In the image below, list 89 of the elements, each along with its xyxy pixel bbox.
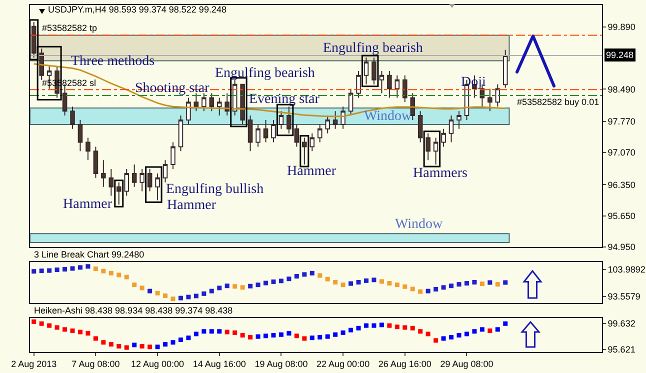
y-tick-label: 96.350 <box>608 180 636 190</box>
ref-line-label: #53582582 buy 0.01 <box>517 97 600 107</box>
candlestick <box>178 115 184 152</box>
candlestick <box>286 106 292 134</box>
y-tick-label: 99.890 <box>608 22 636 32</box>
annotation: Evening star <box>249 92 320 107</box>
candlestick <box>448 115 454 143</box>
candlestick <box>194 92 199 112</box>
chart-title: Heiken-Ashi 98.438 98.934 98.438 99.374 98.438 <box>34 305 233 316</box>
chart-title: 3 Line Break Chart 99.2480 <box>34 249 144 260</box>
candlestick <box>394 74 400 98</box>
band-label: Window <box>364 109 413 124</box>
candlestick <box>93 146 98 178</box>
candlestick <box>495 84 500 108</box>
candlestick <box>101 160 106 188</box>
candlestick <box>502 49 508 88</box>
candlestick <box>356 70 361 98</box>
ref-line-label: #53582582 tp <box>42 23 98 33</box>
candlestick <box>402 74 408 103</box>
candlestick <box>302 137 307 166</box>
candlestick <box>155 172 160 201</box>
candlestick <box>70 106 75 130</box>
y-tick-label: 95.650 <box>608 210 636 221</box>
x-tick-label: 2 Aug 2013 <box>11 358 57 369</box>
candlestick <box>379 70 384 94</box>
candlestick <box>418 110 423 143</box>
candlestick <box>39 48 44 80</box>
candlestick <box>332 110 338 130</box>
candlestick <box>271 119 276 143</box>
candlestick <box>202 92 206 112</box>
annotation: Hammer <box>63 197 112 212</box>
candlestick <box>78 119 83 152</box>
candlestick <box>140 168 144 192</box>
ref-line-label: 99.248 <box>606 50 634 60</box>
y-tick-label: 97.070 <box>608 148 636 158</box>
candlestick <box>278 110 284 130</box>
annotation: Engulfing bearish <box>323 41 423 56</box>
candlestick <box>86 137 90 161</box>
annotation: Hammers <box>413 166 468 181</box>
y-tick-label: 98.490 <box>608 84 636 94</box>
candlestick <box>263 119 268 143</box>
candlestick <box>310 132 315 152</box>
candlestick <box>256 124 260 148</box>
x-tick-label: 22 Aug 00:00 <box>316 358 370 369</box>
annotation: Hammer <box>287 164 336 179</box>
candlestick <box>441 128 446 148</box>
x-tick-label: 7 Aug 08:00 <box>72 358 120 369</box>
candlestick <box>433 137 438 166</box>
candlestick <box>186 97 191 125</box>
y-tick-label: 103.9892 <box>608 264 646 274</box>
candlestick <box>426 132 430 161</box>
y-tick-label: 94.950 <box>608 242 636 252</box>
x-tick-label: 14 Aug 16:00 <box>192 358 246 369</box>
annotation: Hammer <box>167 198 216 213</box>
candlestick <box>410 92 416 120</box>
y-tick-label: 99.632 <box>608 318 636 329</box>
candlestick <box>162 160 168 183</box>
candlestick <box>116 182 122 206</box>
candlestick <box>216 97 222 116</box>
candlestick <box>317 124 322 143</box>
x-tick-label: 19 Aug 08:00 <box>254 358 308 369</box>
candlestick <box>248 115 253 152</box>
x-tick-label: 12 Aug 00:00 <box>131 358 184 369</box>
candlestick <box>372 57 376 85</box>
candlestick <box>209 92 214 112</box>
x-tick-label: 29 Aug 08:00 <box>440 358 494 369</box>
candlestick <box>387 70 392 98</box>
candlestick <box>170 142 176 170</box>
candlestick <box>240 84 245 125</box>
candlestick <box>132 164 137 188</box>
candlestick <box>340 106 346 130</box>
x-tick-label: 26 Aug 16:00 <box>378 358 432 369</box>
annotation: Engulfing bullish <box>166 182 264 197</box>
candlestick <box>364 57 369 85</box>
candlestick <box>108 168 114 196</box>
candlestick <box>147 168 152 192</box>
chart-title: USDJPY.m,H4 98.593 99.374 98.522 99.248 <box>48 4 226 14</box>
candlestick <box>294 124 300 148</box>
candlestick <box>31 21 36 58</box>
candlestick <box>325 115 330 134</box>
y-tick-label: 93.5579 <box>608 292 640 302</box>
band-label: Window <box>395 217 444 232</box>
y-tick-label: 95.621 <box>608 344 636 354</box>
candlestick <box>456 110 462 130</box>
annotation: Engulfing bearish <box>215 66 315 81</box>
candlestick <box>488 88 492 112</box>
candlestick <box>348 88 354 116</box>
candlestick <box>124 168 130 196</box>
y-tick-label: 97.770 <box>608 116 636 126</box>
